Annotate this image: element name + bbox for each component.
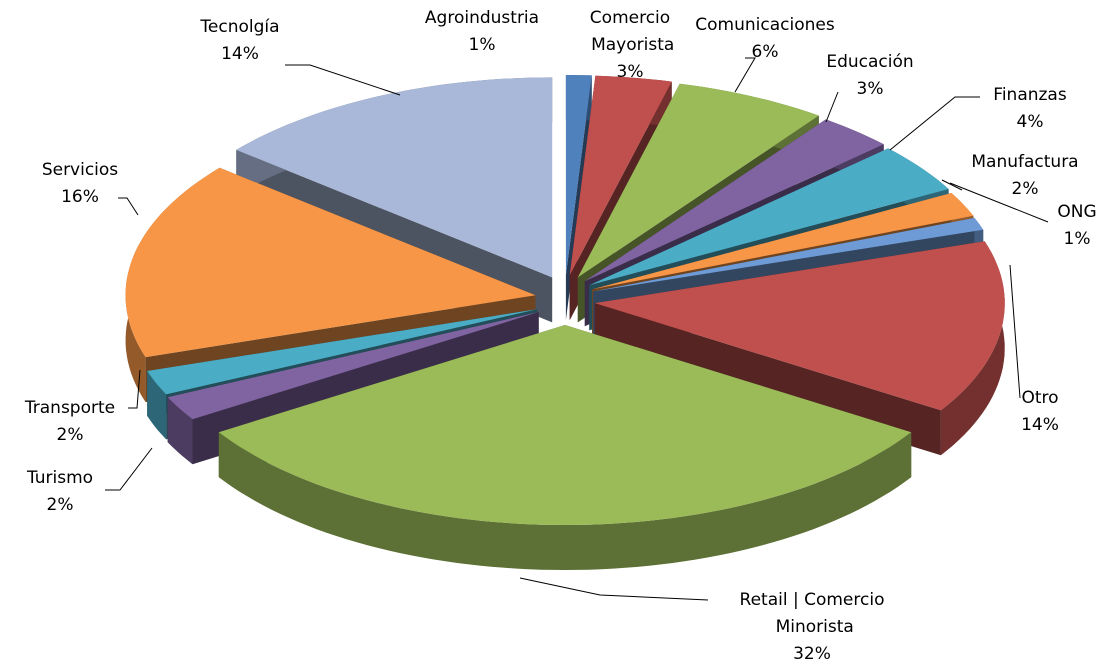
leader-line: [1009, 264, 1021, 399]
data-label-value: 14%: [221, 44, 259, 64]
data-label-value: 3%: [857, 79, 884, 99]
leader-line: [105, 447, 153, 491]
slice-side: [940, 241, 1005, 456]
slice-top: [569, 75, 672, 276]
data-label-value: 1%: [469, 35, 496, 55]
data-label-value: 6%: [752, 42, 779, 62]
leader-line: [519, 577, 709, 601]
slice-side: [167, 397, 193, 465]
slice: [218, 325, 912, 570]
data-label-name: Comercio Mayorista: [586, 8, 675, 55]
leader-line: [949, 182, 1049, 223]
slice-top: [592, 193, 974, 290]
leader-line: [889, 96, 980, 151]
data-label-value: 14%: [1021, 415, 1059, 435]
slice-top: [589, 148, 949, 286]
slice-top: [218, 325, 912, 525]
label-line: Comercio: [590, 8, 670, 28]
label-line: Mayorista: [586, 35, 675, 55]
slice-wall: [167, 312, 539, 443]
slice: [594, 241, 1005, 456]
data-label-name: Educación: [826, 52, 913, 72]
label-line: Retail | Comercio: [740, 590, 885, 610]
leader-line: [941, 179, 963, 191]
leader-line: [118, 197, 139, 216]
data-label-value: 3%: [617, 62, 644, 82]
label-line: Minorista: [770, 617, 854, 637]
data-label-name: Turismo: [26, 468, 93, 488]
slice-top: [594, 241, 1005, 411]
slice-top: [125, 167, 536, 358]
data-label-name: Comunicaciones: [695, 15, 835, 35]
data-label-value: 2%: [47, 495, 74, 515]
data-label-name: Tecnolgía: [199, 17, 279, 37]
data-label-name: Manufactura: [971, 152, 1078, 172]
slice-top: [167, 312, 539, 420]
data-label-value: 16%: [61, 187, 99, 207]
data-label-name: Finanzas: [993, 85, 1067, 105]
data-label-value: 2%: [57, 425, 84, 445]
slice-top: [236, 77, 553, 278]
data-label-name: Retail | Comercio Minorista: [740, 590, 885, 637]
data-label-name: Servicios: [42, 160, 118, 180]
slice-top: [593, 217, 984, 292]
leader-line: [734, 57, 756, 93]
data-label-value: 32%: [793, 644, 831, 664]
data-label-name: Agroindustria: [425, 8, 539, 28]
data-label-name: ONG: [1057, 202, 1096, 222]
data-label-name: Transporte: [24, 398, 115, 418]
leader-line: [128, 369, 141, 409]
leader-line: [285, 64, 401, 96]
data-label-value: 2%: [1012, 179, 1039, 199]
data-label-value: 4%: [1017, 112, 1044, 132]
slice-side: [147, 371, 167, 440]
slice-top: [565, 75, 592, 275]
data-label-value: 1%: [1064, 229, 1091, 249]
slice-side: [218, 432, 912, 570]
slice-top: [147, 309, 538, 395]
slice-top: [577, 83, 819, 278]
slice-top: [584, 119, 884, 282]
leader-line: [825, 91, 839, 123]
data-label-name: Otro: [1021, 388, 1058, 408]
